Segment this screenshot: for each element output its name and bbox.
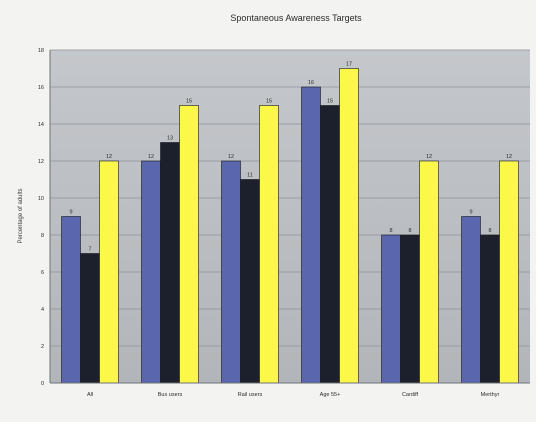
bar bbox=[499, 160, 519, 384]
bar bbox=[141, 160, 161, 384]
bar-value-label: 12 bbox=[426, 154, 432, 160]
x-tick-label: Age 55+ bbox=[320, 392, 341, 398]
bar bbox=[179, 105, 199, 384]
x-tick-label: Merthyr bbox=[481, 392, 500, 398]
y-axis-label: Percentage of adults bbox=[18, 188, 24, 243]
x-tick-label: All bbox=[87, 392, 93, 398]
bar bbox=[301, 86, 321, 384]
bar-value-label: 11 bbox=[247, 173, 253, 179]
bar-value-label: 7 bbox=[88, 247, 91, 253]
y-tick-label: 10 bbox=[38, 196, 44, 202]
bar bbox=[320, 105, 340, 384]
bar bbox=[80, 253, 100, 384]
bar-value-label: 16 bbox=[308, 80, 314, 86]
bar-value-label: 12 bbox=[106, 154, 112, 160]
bar bbox=[221, 160, 241, 384]
plot-area bbox=[50, 50, 530, 383]
x-tick-label: Rail users bbox=[238, 392, 263, 398]
chart-title: Spontaneous Awareness Targets bbox=[230, 13, 362, 23]
bar bbox=[99, 160, 119, 384]
bar bbox=[419, 160, 439, 384]
bar bbox=[240, 179, 260, 384]
y-tick-label: 16 bbox=[38, 85, 44, 91]
y-tick-label: 4 bbox=[41, 307, 44, 313]
y-tick-label: 0 bbox=[41, 381, 44, 387]
y-tick-label: 14 bbox=[38, 122, 44, 128]
y-tick-label: 6 bbox=[41, 270, 44, 276]
bar-value-label: 15 bbox=[186, 99, 192, 105]
bar-value-label: 9 bbox=[469, 210, 472, 216]
y-tick-label: 12 bbox=[38, 159, 44, 165]
bar-value-label: 15 bbox=[327, 99, 333, 105]
x-tick-label: Bus users bbox=[158, 392, 183, 398]
bar-value-label: 17 bbox=[346, 62, 352, 68]
bar bbox=[339, 68, 359, 384]
bar bbox=[461, 216, 481, 384]
bar-value-label: 15 bbox=[266, 99, 272, 105]
bar-value-label: 12 bbox=[506, 154, 512, 160]
bar bbox=[381, 234, 401, 384]
bar-value-label: 8 bbox=[389, 228, 392, 234]
bar-value-label: 9 bbox=[69, 210, 72, 216]
bar bbox=[61, 216, 81, 384]
bar-value-label: 12 bbox=[148, 154, 154, 160]
bar bbox=[400, 234, 420, 384]
bar-value-label: 12 bbox=[228, 154, 234, 160]
bar bbox=[259, 105, 279, 384]
y-tick-label: 18 bbox=[38, 48, 44, 54]
bar bbox=[480, 234, 500, 384]
y-tick-label: 2 bbox=[41, 344, 44, 350]
bar-value-label: 8 bbox=[408, 228, 411, 234]
bar-value-label: 8 bbox=[488, 228, 491, 234]
bar bbox=[160, 142, 180, 384]
x-tick-label: Cardiff bbox=[402, 392, 419, 398]
bar-value-label: 13 bbox=[167, 136, 173, 142]
y-tick-label: 8 bbox=[41, 233, 44, 239]
